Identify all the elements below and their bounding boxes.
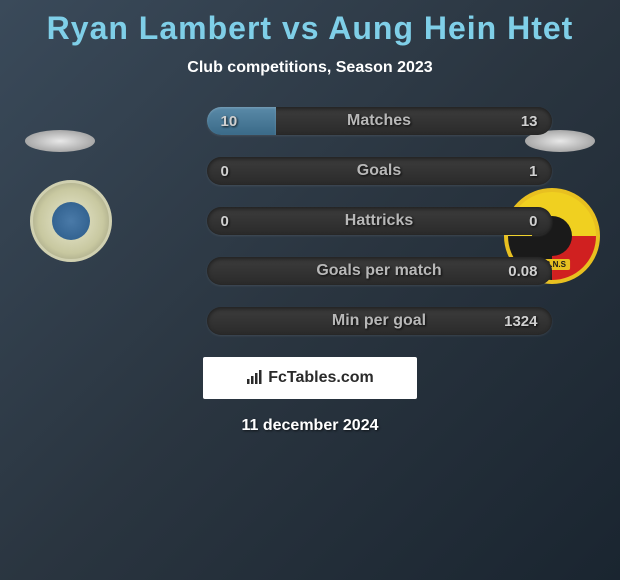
comparison-subtitle: Club competitions, Season 2023 — [0, 59, 620, 77]
stat-right-value: 1 — [529, 163, 537, 180]
date-label: 11 december 2024 — [0, 417, 620, 435]
comparison-title: Ryan Lambert vs Aung Hein Htet — [0, 10, 620, 47]
stat-row: 0 Goals 1 — [138, 157, 620, 185]
stat-bar-goals-per-match: Goals per match 0.08 — [207, 257, 552, 285]
stat-right-value: 1324 — [504, 313, 537, 330]
stat-bar-hattricks: 0 Hattricks 0 — [207, 207, 552, 235]
stat-left-value: 0 — [221, 213, 229, 230]
stat-label: Goals per match — [316, 262, 441, 280]
stat-label: Matches — [347, 112, 411, 130]
stat-right-value: 13 — [521, 113, 538, 130]
stat-left-value: 10 — [221, 113, 238, 130]
stat-right-value: 0 — [529, 213, 537, 230]
stat-right-value: 0.08 — [508, 263, 537, 280]
stat-bar-goals: 0 Goals 1 — [207, 157, 552, 185]
stat-bar-matches: 10 Matches 13 — [207, 107, 552, 135]
chart-icon — [246, 370, 262, 387]
stat-bar-min-per-goal: Min per goal 1324 — [207, 307, 552, 335]
stat-left-value: 0 — [221, 163, 229, 180]
stat-fill — [207, 107, 276, 135]
stat-row: 0 Hattricks 0 — [138, 207, 620, 235]
stat-label: Hattricks — [345, 212, 413, 230]
player-marker-left — [25, 130, 95, 152]
watermark: FcTables.com — [203, 357, 417, 399]
stat-row: 10 Matches 13 — [138, 107, 620, 135]
stat-row: Min per goal 1324 — [138, 307, 620, 335]
watermark-text: FcTables.com — [268, 369, 374, 387]
stat-row: Goals per match 0.08 — [138, 257, 620, 285]
stat-label: Min per goal — [332, 312, 426, 330]
stat-label: Goals — [357, 162, 401, 180]
team-badge-left — [30, 180, 112, 262]
